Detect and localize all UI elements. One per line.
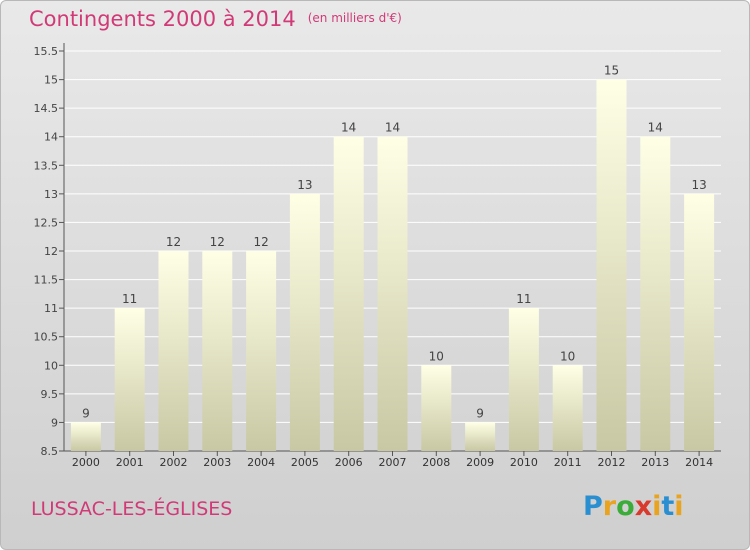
- x-tick-label: 2014: [685, 456, 713, 469]
- x-tick-label: 2003: [203, 456, 231, 469]
- data-label: 11: [122, 292, 137, 306]
- data-label: 12: [253, 235, 268, 249]
- y-tick-label: 12.5: [34, 216, 59, 229]
- y-tick-label: 11.5: [34, 274, 59, 287]
- y-tick-label: 9: [51, 416, 58, 429]
- logo-letter: x: [634, 491, 653, 522]
- x-tick-label: 2009: [466, 456, 494, 469]
- chart-unit-label: (en milliers d'€): [307, 11, 402, 25]
- data-label: 10: [429, 349, 444, 363]
- x-tick-label: 2004: [247, 456, 275, 469]
- data-label: 14: [648, 121, 663, 135]
- x-tick-label: 2006: [335, 456, 363, 469]
- data-label: 11: [516, 292, 531, 306]
- data-label: 13: [297, 178, 312, 192]
- data-label: 13: [691, 178, 706, 192]
- commune-name: LUSSAC-LES-ÉGLISES: [31, 498, 233, 520]
- logo-letter: P: [583, 491, 603, 522]
- bar: [289, 193, 320, 451]
- logo-letter: o: [616, 491, 635, 522]
- data-label: 14: [341, 121, 356, 135]
- bar: [421, 365, 452, 451]
- y-tick-label: 11: [44, 302, 58, 315]
- x-tick-label: 2011: [554, 456, 582, 469]
- y-tick-label: 10.5: [34, 331, 59, 344]
- x-tick-label: 2013: [641, 456, 669, 469]
- chart-title: Contingents 2000 à 2014 (en milliers d'€): [29, 7, 402, 31]
- x-tick-label: 2008: [422, 456, 450, 469]
- bar: [246, 251, 277, 451]
- bar: [508, 308, 539, 451]
- bar: [465, 422, 496, 451]
- y-tick-label: 14.5: [34, 102, 59, 115]
- bar: [333, 136, 364, 451]
- bar: [552, 365, 583, 451]
- y-tick-label: 13.5: [34, 159, 59, 172]
- y-tick-label: 12: [44, 245, 58, 258]
- x-tick-label: 2007: [379, 456, 407, 469]
- bar: [70, 422, 101, 451]
- y-tick-label: 10: [44, 359, 58, 372]
- x-tick-label: 2002: [160, 456, 188, 469]
- data-label: 15: [604, 64, 619, 78]
- data-label: 9: [476, 406, 484, 420]
- bar: [684, 193, 715, 451]
- x-tick-label: 2005: [291, 456, 319, 469]
- x-tick-label: 2010: [510, 456, 538, 469]
- chart-title-text: Contingents 2000 à 2014: [29, 7, 296, 31]
- bar: [377, 136, 408, 451]
- logo-letter: r: [602, 491, 617, 522]
- x-tick-label: 2000: [72, 456, 100, 469]
- bar: [640, 136, 671, 451]
- x-tick-label: 2012: [598, 456, 626, 469]
- y-tick-label: 8.5: [41, 445, 59, 458]
- y-tick-label: 13: [44, 188, 58, 201]
- data-label: 9: [82, 406, 90, 420]
- y-tick-label: 15.5: [34, 45, 59, 58]
- bar: [114, 308, 145, 451]
- bar: [158, 251, 189, 451]
- y-tick-label: 9.5: [41, 388, 59, 401]
- data-label: 14: [385, 121, 400, 135]
- data-label: 12: [166, 235, 181, 249]
- bar: [202, 251, 233, 451]
- y-tick-label: 14: [44, 131, 58, 144]
- x-tick-label: 2001: [116, 456, 144, 469]
- y-tick-label: 15: [44, 74, 58, 87]
- logo-letter: t: [661, 491, 675, 522]
- bar: [596, 79, 627, 452]
- data-label: 12: [210, 235, 225, 249]
- logo-letter: i: [652, 491, 662, 522]
- data-label: 10: [560, 349, 575, 363]
- proxiti-logo: Proxiti: [583, 491, 684, 522]
- logo-letter: i: [674, 491, 684, 522]
